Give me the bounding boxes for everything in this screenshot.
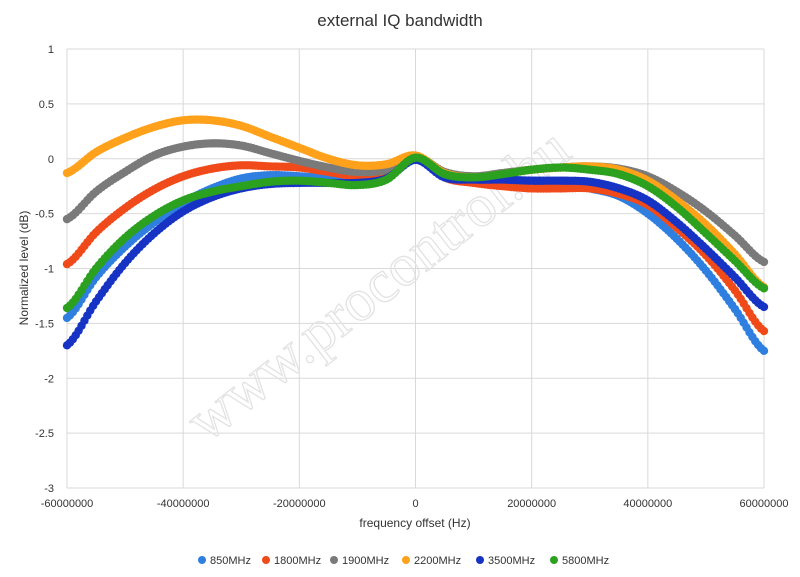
legend-label: 1800MHz — [274, 555, 321, 567]
data-point — [759, 284, 769, 293]
legend-marker — [476, 556, 484, 564]
legend-item-1800MHz: 1800MHz — [262, 555, 321, 567]
legend-marker — [330, 556, 338, 564]
y-tick-label: -0.5 — [35, 209, 54, 221]
legend-label: 3500MHz — [488, 555, 535, 567]
legend-item-1900MHz: 1900MHz — [330, 555, 389, 567]
series-layer — [62, 115, 769, 356]
x-tick-label: 60000000 — [740, 498, 789, 510]
legend-marker — [550, 556, 558, 564]
legend-item-3500MHz: 3500MHz — [476, 555, 535, 567]
data-point — [759, 302, 769, 312]
y-tick-label: -2.5 — [35, 428, 54, 440]
y-tick-label: -2 — [44, 373, 54, 385]
data-point — [759, 257, 769, 267]
y-axis-label: Normalized level (dB) — [17, 211, 31, 326]
x-tick-label: -20000000 — [273, 498, 326, 510]
legend-item-850MHz: 850MHz — [198, 555, 251, 567]
legend-marker — [402, 556, 410, 564]
legend-marker — [198, 556, 206, 564]
data-point — [759, 326, 769, 336]
y-tick-label: 1 — [48, 44, 54, 56]
x-tick-label: 20000000 — [507, 498, 556, 510]
chart-title: external IQ bandwidth — [317, 11, 482, 30]
x-tick-label: -40000000 — [157, 498, 210, 510]
legend: 850MHz 1800MHz 1900MHz 2200MHz 3500MHz 5800MH… — [198, 555, 609, 567]
x-tick-label: 0 — [412, 498, 418, 510]
series-5800MHz — [62, 153, 769, 313]
y-tick-label: -1.5 — [35, 318, 54, 330]
y-tick-label: -1 — [44, 264, 54, 276]
tick-labels: -3 -2.5 -2 -1.5 -1 -0.5 0 0.5 1 -60000000 -4000000… — [35, 44, 788, 510]
y-tick-label: -3 — [44, 483, 54, 495]
legend-label: 5800MHz — [562, 555, 609, 567]
x-axis-label: frequency offset (Hz) — [359, 516, 470, 530]
legend-marker — [262, 556, 270, 564]
x-tick-label: 40000000 — [623, 498, 672, 510]
data-point — [759, 346, 769, 356]
legend-label: 850MHz — [210, 555, 251, 567]
legend-label: 1900MHz — [342, 555, 389, 567]
x-tick-label: -60000000 — [41, 498, 94, 510]
legend-item-5800MHz: 5800MHz — [550, 555, 609, 567]
legend-item-2200MHz: 2200MHz — [402, 555, 461, 567]
y-tick-label: 0 — [48, 154, 54, 166]
y-tick-label: 0.5 — [39, 99, 54, 111]
legend-label: 2200MHz — [414, 555, 461, 567]
